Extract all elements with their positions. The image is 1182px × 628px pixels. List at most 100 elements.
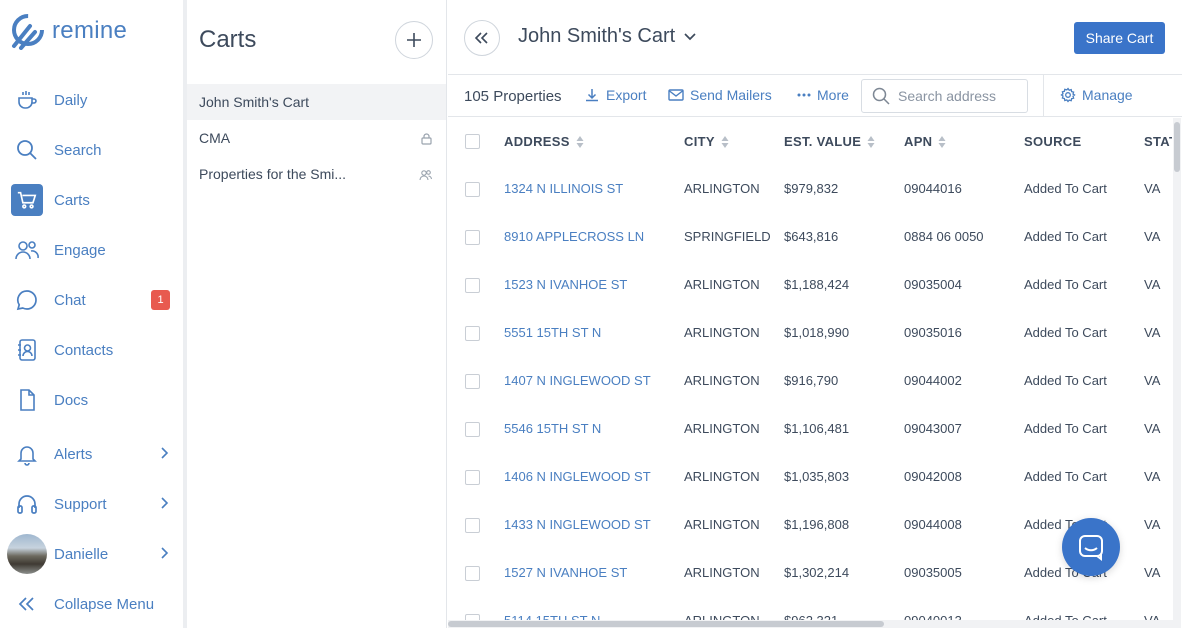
column-header-city[interactable]: CITY xyxy=(684,134,729,149)
double-chevron-left-icon xyxy=(13,590,41,618)
vertical-scrollbar[interactable] xyxy=(1173,118,1181,628)
row-checkbox[interactable] xyxy=(465,566,480,581)
table-row[interactable]: 1527 N IVANHOE ST ARLINGTON $1,302,214 0903… xyxy=(448,550,1172,598)
column-header-est-value[interactable]: EST. VALUE xyxy=(784,134,875,149)
address-link[interactable]: 1523 N IVANHOE ST xyxy=(504,277,628,292)
row-checkbox[interactable] xyxy=(465,374,480,389)
state-cell: VA xyxy=(1144,613,1160,620)
nav-item-search[interactable]: Search xyxy=(0,130,183,170)
cart-item-name: John Smith's Cart xyxy=(199,94,310,110)
column-header-apn[interactable]: APN xyxy=(904,134,946,149)
nav-item-engage[interactable]: Engage xyxy=(0,230,183,270)
shared-users-icon xyxy=(419,168,433,186)
cart-title-dropdown[interactable]: John Smith's Cart xyxy=(518,25,697,48)
address-link[interactable]: 1406 N INGLEWOOD ST xyxy=(504,469,651,484)
address-link[interactable]: 1527 N IVANHOE ST xyxy=(504,565,628,580)
apn-cell: 0884 06 0050 xyxy=(904,229,984,244)
column-header-label: STATE xyxy=(1144,134,1172,149)
table-row[interactable]: 5551 15TH ST N ARLINGTON $1,018,990 0903501… xyxy=(448,310,1172,358)
address-link[interactable]: 5546 15TH ST N xyxy=(504,421,602,436)
column-header-state[interactable]: STATE xyxy=(1144,134,1172,149)
column-header-label: CITY xyxy=(684,134,715,149)
row-checkbox[interactable] xyxy=(465,518,480,533)
share-cart-button[interactable]: Share Cart xyxy=(1074,22,1165,54)
row-checkbox[interactable] xyxy=(465,182,480,197)
table-row[interactable]: 1407 N INGLEWOOD ST ARLINGTON $916,790 0904… xyxy=(448,358,1172,406)
address-link[interactable]: 5114 15TH ST N xyxy=(504,613,600,620)
nav-item-docs[interactable]: Docs xyxy=(0,380,183,420)
nav-label: Chat xyxy=(54,291,86,309)
address-link[interactable]: 8910 APPLECROSS LN xyxy=(504,229,645,244)
collapse-menu-button[interactable]: Collapse Menu xyxy=(0,584,183,624)
brand-logo[interactable]: remine xyxy=(8,12,127,50)
row-checkbox[interactable] xyxy=(465,230,480,245)
nav-item-contacts[interactable]: Contacts xyxy=(0,330,183,370)
scroll-thumb[interactable] xyxy=(448,621,884,627)
horizontal-scrollbar[interactable] xyxy=(448,620,1173,628)
send-mailers-button[interactable]: Send Mailers xyxy=(668,87,772,103)
nav-item-alerts[interactable]: Alerts xyxy=(0,434,183,474)
address-link[interactable]: 1433 N INGLEWOOD ST xyxy=(504,517,651,532)
city-cell: ARLINGTON xyxy=(684,325,760,340)
address-link[interactable]: 5551 15TH ST N xyxy=(504,325,602,340)
nav-label: Search xyxy=(54,141,102,159)
table-row[interactable]: 1406 N INGLEWOOD ST ARLINGTON $1,035,803 09… xyxy=(448,454,1172,502)
support-chat-button[interactable] xyxy=(1062,518,1120,576)
address-link[interactable]: 1324 N ILLINOIS ST xyxy=(504,181,624,196)
manage-button[interactable]: Manage xyxy=(1060,87,1133,103)
nav-item-profile[interactable]: Danielle xyxy=(0,534,183,574)
est-value-cell: $1,188,424 xyxy=(784,277,850,292)
cart-item-name: Properties for the Smi... xyxy=(199,166,347,182)
nav-item-support[interactable]: Support xyxy=(0,484,183,524)
column-header-address[interactable]: ADDRESS xyxy=(504,134,584,149)
sort-icon xyxy=(576,135,584,148)
row-checkbox[interactable] xyxy=(465,470,480,485)
collapse-panel-button[interactable] xyxy=(464,20,500,56)
table-row[interactable]: 1324 N ILLINOIS ST ARLINGTON $979,832 09044… xyxy=(448,166,1172,214)
column-header-label: EST. VALUE xyxy=(784,134,862,149)
address-link[interactable]: 1407 N INGLEWOOD ST xyxy=(504,373,651,388)
export-label: Export xyxy=(606,87,647,103)
table-row[interactable]: 5546 15TH ST N ARLINGTON $1,106,481 0904300… xyxy=(448,406,1172,454)
row-checkbox[interactable] xyxy=(465,326,480,341)
gear-icon xyxy=(1060,87,1076,103)
table-row[interactable]: 1523 N IVANHOE ST ARLINGTON $1,188,424 0903… xyxy=(448,262,1172,310)
nav-label: Carts xyxy=(54,191,90,209)
column-header-label: APN xyxy=(904,134,933,149)
select-all-checkbox[interactable] xyxy=(465,134,480,149)
est-value-cell: $1,018,990 xyxy=(784,325,850,340)
row-checkbox[interactable] xyxy=(465,278,480,293)
table-row[interactable]: 8910 APPLECROSS LN SPRINGFIELD $643,816 088… xyxy=(448,214,1172,262)
city-cell: ARLINGTON xyxy=(684,517,760,532)
nav-label: Docs xyxy=(54,391,89,409)
document-icon xyxy=(13,386,41,414)
est-value-cell: $1,302,214 xyxy=(784,565,850,580)
cart-item[interactable]: John Smith's Cart xyxy=(187,84,446,120)
add-cart-button[interactable] xyxy=(395,21,433,59)
city-cell: ARLINGTON xyxy=(684,373,760,388)
apn-cell: 09044016 xyxy=(904,181,962,196)
cart-item[interactable]: CMA xyxy=(187,120,446,156)
ellipsis-icon xyxy=(797,93,811,97)
source-cell: Added To Cart xyxy=(1024,325,1107,340)
cart-item[interactable]: Properties for the Smi... xyxy=(187,156,446,192)
city-cell: ARLINGTON xyxy=(684,565,760,580)
nav-item-chat[interactable]: Chat 1 xyxy=(0,280,183,320)
people-icon xyxy=(13,236,41,264)
chevron-right-icon xyxy=(159,546,169,565)
export-button[interactable]: Export xyxy=(584,87,646,103)
search-address-field[interactable] xyxy=(861,79,1028,113)
apn-cell: 09042008 xyxy=(904,469,962,484)
search-address-input[interactable] xyxy=(898,88,1008,104)
scroll-thumb[interactable] xyxy=(1174,122,1180,172)
lock-icon xyxy=(421,132,432,150)
column-header-source[interactable]: SOURCE xyxy=(1024,134,1081,149)
nav-item-carts[interactable]: Carts xyxy=(0,180,183,220)
table-row[interactable]: 5114 15TH ST N ARLINGTON $962,321 09040013 A… xyxy=(448,598,1172,620)
nav-label: Collapse Menu xyxy=(54,595,155,613)
nav-item-daily[interactable]: Daily xyxy=(0,80,183,120)
apn-cell: 09044002 xyxy=(904,373,962,388)
row-checkbox[interactable] xyxy=(465,614,480,620)
more-button[interactable]: More xyxy=(797,87,849,103)
row-checkbox[interactable] xyxy=(465,422,480,437)
